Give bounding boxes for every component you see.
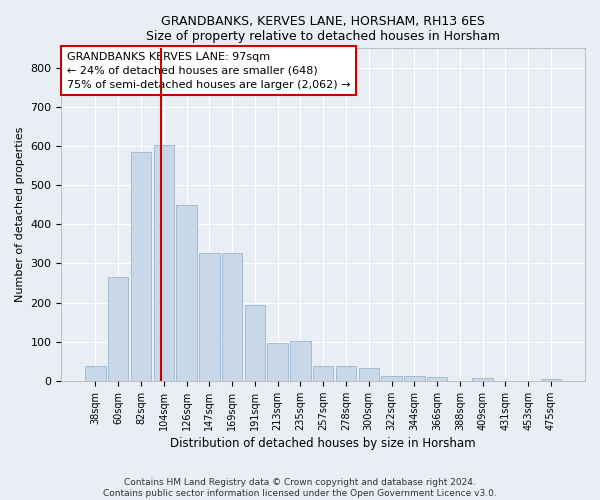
- Bar: [472, 378, 493, 381]
- Bar: [404, 376, 425, 381]
- Y-axis label: Number of detached properties: Number of detached properties: [15, 127, 25, 302]
- Bar: [108, 277, 128, 381]
- Bar: [359, 368, 379, 381]
- Title: GRANDBANKS, KERVES LANE, HORSHAM, RH13 6ES
Size of property relative to detached: GRANDBANKS, KERVES LANE, HORSHAM, RH13 6…: [146, 15, 500, 43]
- Bar: [268, 343, 288, 381]
- Bar: [131, 152, 151, 381]
- Bar: [541, 379, 561, 381]
- Text: GRANDBANKS KERVES LANE: 97sqm
← 24% of detached houses are smaller (648)
75% of : GRANDBANKS KERVES LANE: 97sqm ← 24% of d…: [67, 52, 350, 90]
- Bar: [245, 304, 265, 381]
- Bar: [290, 340, 311, 381]
- Bar: [427, 377, 448, 381]
- Bar: [222, 252, 242, 381]
- Bar: [336, 366, 356, 381]
- Bar: [313, 366, 334, 381]
- Bar: [154, 145, 174, 381]
- Bar: [199, 252, 220, 381]
- Text: Contains HM Land Registry data © Crown copyright and database right 2024.
Contai: Contains HM Land Registry data © Crown c…: [103, 478, 497, 498]
- Bar: [381, 376, 402, 381]
- X-axis label: Distribution of detached houses by size in Horsham: Distribution of detached houses by size …: [170, 437, 476, 450]
- Bar: [176, 205, 197, 381]
- Bar: [85, 366, 106, 381]
